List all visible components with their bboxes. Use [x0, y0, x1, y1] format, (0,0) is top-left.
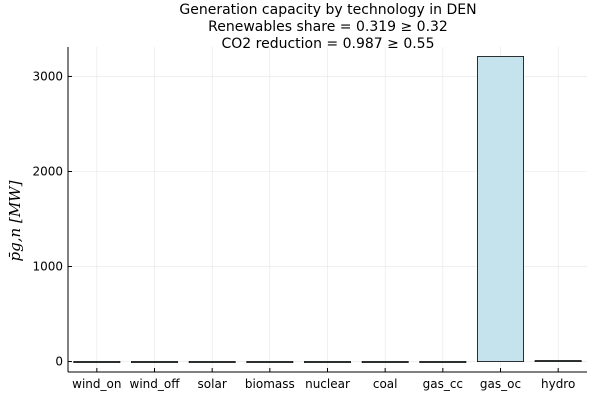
x-tick-label: nuclear	[305, 377, 350, 391]
bar-hydro	[534, 360, 582, 362]
bar-biomass	[246, 361, 294, 363]
chart-title-line-1: Generation capacity by technology in DEN	[179, 2, 476, 18]
y-tick-label: 1000	[32, 260, 63, 274]
y-tick-labels: 0 1000 2000 3000	[32, 69, 63, 368]
chart-title-line-2: Renewables share = 0.319 ≥ 0.32	[208, 19, 448, 35]
chart-title: Generation capacity by technology in DEN…	[179, 2, 476, 52]
y-tick-label: 0	[55, 355, 63, 369]
x-tick-label: gas_cc	[423, 377, 463, 391]
x-tick-labels: wind_on wind_off solar biomass nuclear coal ga…	[72, 377, 575, 391]
bar-solar	[188, 361, 236, 363]
bars	[73, 56, 582, 363]
x-tick-label: wind_off	[130, 377, 181, 391]
bar-nuclear	[304, 361, 351, 363]
y-axis-label: p̄g,n [MW]	[6, 180, 24, 261]
x-tick-label: biomass	[245, 377, 295, 391]
chart-title-line-3: CO2 reduction = 0.987 ≥ 0.55	[221, 36, 434, 52]
bar-gas_cc	[419, 361, 467, 363]
axes	[67, 47, 587, 373]
x-tick-label: hydro	[541, 377, 575, 391]
y-tick-label: 2000	[32, 164, 63, 178]
x-tick-label: solar	[198, 377, 227, 391]
bar-wind_on	[73, 361, 121, 363]
y-tick-label: 3000	[32, 69, 63, 83]
bar-gas_oc	[477, 56, 524, 362]
x-tick-label: gas_oc	[480, 377, 521, 391]
x-tick-label: coal	[373, 377, 398, 391]
x-tick-label: wind_on	[72, 377, 121, 391]
bar-wind_off	[131, 361, 178, 363]
bar-coal	[361, 361, 409, 363]
